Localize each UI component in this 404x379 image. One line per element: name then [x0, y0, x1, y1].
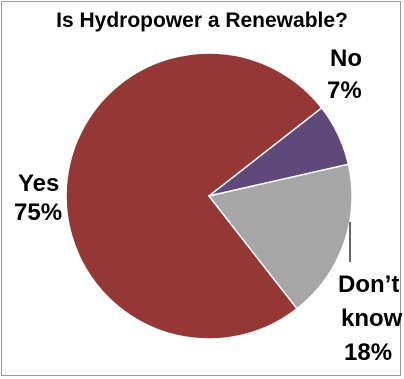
slice-label-dont-know-line1: Don’t: [338, 271, 399, 298]
slice-label-dont-know-line2: know: [341, 305, 403, 332]
pie-slices: [65, 52, 353, 340]
slice-value-dont-know: 18%: [344, 339, 392, 366]
pie-slice-yes: [65, 52, 323, 340]
slice-label-yes: Yes: [18, 170, 59, 197]
chart-title: Is Hydropower a Renewable?: [56, 9, 348, 32]
pie-slice-dont-know: [207, 163, 353, 310]
slice-label-no: No: [330, 45, 362, 72]
slice-value-yes: 75%: [14, 199, 62, 226]
slice-value-no: 7%: [327, 77, 362, 104]
